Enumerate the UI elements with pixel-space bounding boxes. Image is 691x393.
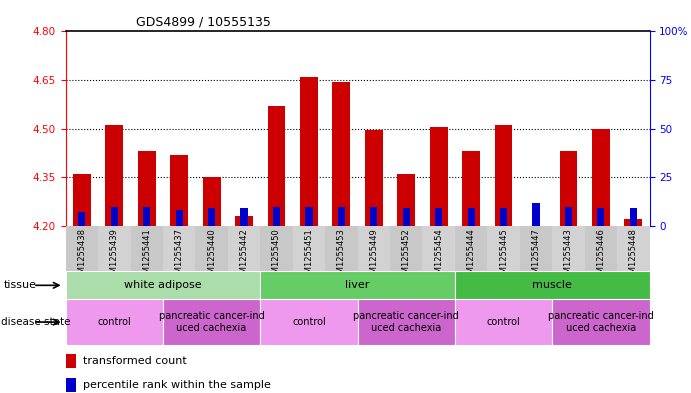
Bar xyxy=(66,271,261,299)
Bar xyxy=(111,207,118,226)
Bar xyxy=(176,210,182,226)
Bar xyxy=(163,226,196,271)
Bar xyxy=(435,208,442,226)
Bar xyxy=(565,207,572,226)
Bar xyxy=(495,125,513,226)
Bar xyxy=(403,208,410,226)
Bar xyxy=(240,208,247,226)
Text: GSM1255449: GSM1255449 xyxy=(369,228,378,284)
Bar xyxy=(533,203,540,226)
Bar xyxy=(390,226,422,271)
Bar xyxy=(560,151,578,226)
Text: GSM1255451: GSM1255451 xyxy=(305,228,314,284)
Text: GSM1255444: GSM1255444 xyxy=(466,228,475,284)
Bar xyxy=(66,299,163,345)
Text: liver: liver xyxy=(346,280,370,290)
Text: white adipose: white adipose xyxy=(124,280,202,290)
Bar xyxy=(163,299,261,345)
Text: control: control xyxy=(292,317,326,327)
Bar xyxy=(261,226,293,271)
Bar xyxy=(208,208,215,226)
Bar xyxy=(98,226,131,271)
Text: GSM1255452: GSM1255452 xyxy=(401,228,410,284)
Bar xyxy=(143,207,151,226)
Text: pancreatic cancer-ind
uced cachexia: pancreatic cancer-ind uced cachexia xyxy=(159,311,265,333)
Text: tissue: tissue xyxy=(3,280,37,290)
Bar xyxy=(422,226,455,271)
Bar xyxy=(617,226,650,271)
Bar xyxy=(455,299,552,345)
Text: GSM1255441: GSM1255441 xyxy=(142,228,151,284)
Text: GSM1255438: GSM1255438 xyxy=(77,228,86,284)
Bar xyxy=(455,226,487,271)
Bar xyxy=(338,207,345,226)
Bar xyxy=(370,207,377,226)
Bar xyxy=(592,129,609,226)
Bar xyxy=(358,226,390,271)
Text: GSM1255440: GSM1255440 xyxy=(207,228,216,284)
Bar xyxy=(228,226,261,271)
Bar xyxy=(261,271,455,299)
Text: control: control xyxy=(97,317,131,327)
Text: control: control xyxy=(486,317,520,327)
Text: GSM1255447: GSM1255447 xyxy=(531,228,540,284)
Bar xyxy=(170,154,188,226)
Bar xyxy=(552,226,585,271)
Bar xyxy=(261,299,358,345)
Bar xyxy=(202,177,220,226)
Text: GDS4899 / 10555135: GDS4899 / 10555135 xyxy=(135,16,271,29)
Text: pancreatic cancer-ind
uced cachexia: pancreatic cancer-ind uced cachexia xyxy=(548,311,654,333)
Bar xyxy=(585,226,617,271)
Bar xyxy=(487,226,520,271)
Bar xyxy=(66,378,76,392)
Bar xyxy=(73,174,91,226)
Bar xyxy=(552,299,650,345)
Bar xyxy=(462,151,480,226)
Bar xyxy=(300,77,318,226)
Text: GSM1255454: GSM1255454 xyxy=(434,228,443,284)
Bar xyxy=(267,106,285,226)
Bar xyxy=(468,208,475,226)
Bar xyxy=(305,207,312,226)
Bar xyxy=(273,207,280,226)
Bar xyxy=(358,299,455,345)
Bar xyxy=(138,151,155,226)
Text: GSM1255453: GSM1255453 xyxy=(337,228,346,284)
Bar xyxy=(520,226,552,271)
Bar xyxy=(332,82,350,226)
Bar xyxy=(131,226,163,271)
Bar xyxy=(597,208,605,226)
Text: pancreatic cancer-ind
uced cachexia: pancreatic cancer-ind uced cachexia xyxy=(353,311,459,333)
Bar xyxy=(235,216,253,226)
Text: GSM1255442: GSM1255442 xyxy=(240,228,249,284)
Bar xyxy=(66,354,76,368)
Bar xyxy=(365,130,383,226)
Bar xyxy=(630,208,637,226)
Bar xyxy=(66,226,98,271)
Bar xyxy=(196,226,228,271)
Text: percentile rank within the sample: percentile rank within the sample xyxy=(83,380,271,390)
Bar xyxy=(625,220,642,226)
Bar xyxy=(500,208,507,226)
Text: GSM1255445: GSM1255445 xyxy=(499,228,508,284)
Bar xyxy=(78,212,86,226)
Text: GSM1255439: GSM1255439 xyxy=(110,228,119,284)
Bar xyxy=(430,127,448,226)
Text: GSM1255437: GSM1255437 xyxy=(175,228,184,284)
Bar xyxy=(397,174,415,226)
Text: disease state: disease state xyxy=(1,317,70,327)
Bar xyxy=(293,226,325,271)
Text: muscle: muscle xyxy=(532,280,572,290)
Text: GSM1255450: GSM1255450 xyxy=(272,228,281,284)
Text: GSM1255448: GSM1255448 xyxy=(629,228,638,284)
Bar xyxy=(527,226,545,255)
Bar xyxy=(106,125,123,226)
Text: transformed count: transformed count xyxy=(83,356,187,366)
Text: GSM1255443: GSM1255443 xyxy=(564,228,573,284)
Bar xyxy=(325,226,358,271)
Bar xyxy=(455,271,650,299)
Text: GSM1255446: GSM1255446 xyxy=(596,228,605,284)
